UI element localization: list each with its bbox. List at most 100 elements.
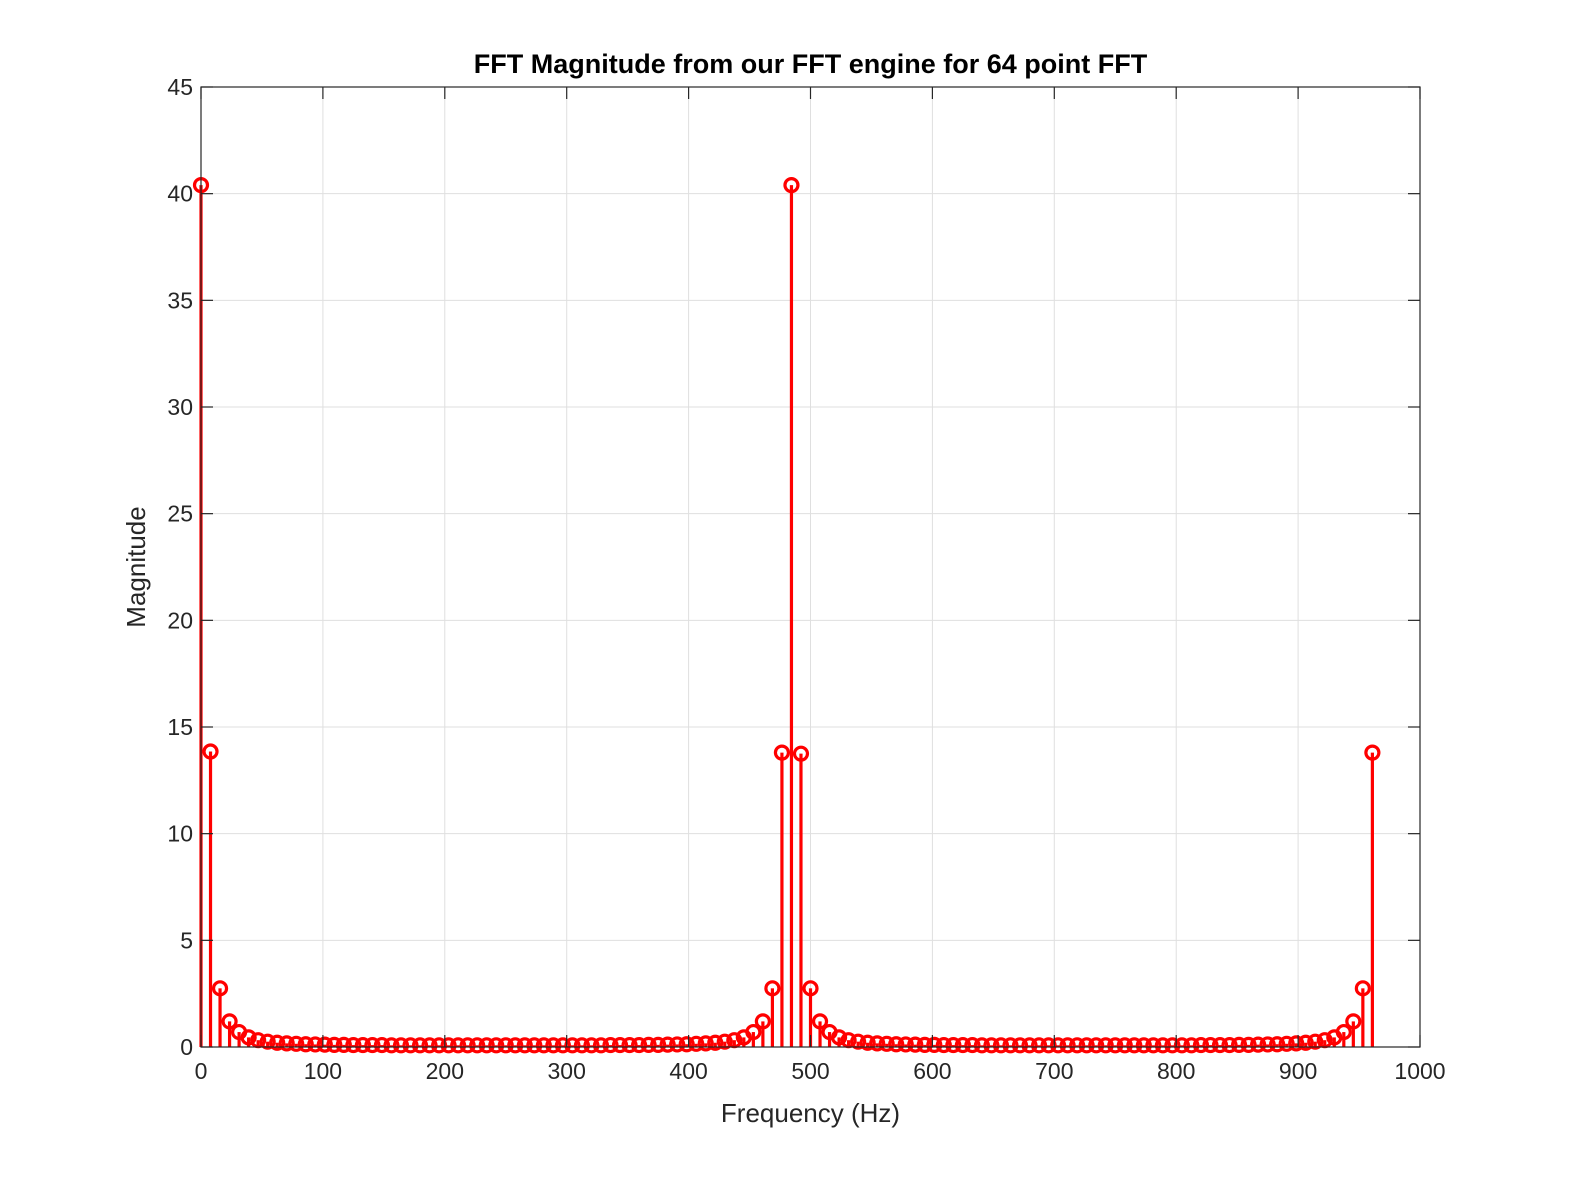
- stem-marker: [1107, 1037, 1124, 1054]
- stem-marker: [507, 1037, 524, 1054]
- y-tick-label: 45: [167, 74, 193, 100]
- stem-marker: [697, 1035, 714, 1052]
- stem-marker: [326, 1036, 343, 1053]
- stem-marker: [278, 1035, 295, 1052]
- stem-marker: [573, 1037, 591, 1054]
- stem-marker: [354, 1036, 371, 1054]
- stem-marker: [221, 1013, 238, 1030]
- stem-marker: [669, 1036, 686, 1053]
- stem-marker: [888, 1036, 905, 1053]
- y-tick-label: 35: [167, 287, 193, 313]
- y-axis-label: Magnitude: [121, 506, 151, 627]
- stem-marker: [1078, 1037, 1095, 1054]
- stem-marker: [1240, 1036, 1257, 1053]
- stem-marker: [526, 1037, 543, 1054]
- stem-marker: [1269, 1036, 1286, 1053]
- x-tick-label: 800: [1157, 1058, 1195, 1084]
- y-tick-label: 40: [167, 181, 193, 207]
- stem-marker: [402, 1037, 419, 1054]
- x-tick-label: 600: [913, 1058, 951, 1084]
- stem-marker: [240, 1029, 257, 1046]
- stem-marker: [1192, 1036, 1210, 1054]
- stem-marker: [1002, 1037, 1019, 1054]
- y-tick-label: 20: [167, 607, 193, 633]
- stem-marker: [678, 1036, 695, 1053]
- stem-marker: [926, 1036, 943, 1053]
- stem-marker: [545, 1037, 562, 1054]
- stem-marker: [973, 1037, 991, 1054]
- stem-marker: [754, 1013, 771, 1030]
- stem-marker: [1221, 1036, 1238, 1054]
- stem-marker: [307, 1036, 324, 1053]
- stem-marker: [1154, 1037, 1171, 1054]
- stem-marker: [592, 1037, 610, 1054]
- x-tick-label: 700: [1035, 1058, 1073, 1084]
- stem-marker: [659, 1036, 676, 1053]
- stem-marker: [783, 177, 800, 194]
- stem-marker: [259, 1033, 276, 1050]
- stem-marker: [554, 1037, 571, 1054]
- stem-marker: [211, 980, 229, 997]
- stem-marker: [488, 1037, 505, 1054]
- stem-marker: [792, 745, 810, 762]
- stem-marker: [688, 1035, 705, 1052]
- stem-marker: [392, 1037, 410, 1054]
- stem-marker: [964, 1036, 981, 1054]
- stem-marker: [707, 1034, 724, 1051]
- stem-marker: [1250, 1036, 1267, 1053]
- stem-marker: [1030, 1037, 1048, 1054]
- stem-marker: [621, 1036, 638, 1054]
- x-tick-label: 500: [791, 1058, 829, 1084]
- stem-marker: [850, 1033, 867, 1050]
- stem-marker: [364, 1036, 381, 1054]
- stem-marker: [773, 744, 791, 761]
- stem-marker: [202, 743, 219, 760]
- stem-marker: [1230, 1036, 1248, 1053]
- stem-marker: [1050, 1037, 1067, 1054]
- x-tick-label: 900: [1279, 1058, 1317, 1084]
- axis-ticks: 0 100 200 300 400 500 600 700 800 900 1000 0 5 10 15 20…: [167, 74, 1445, 1084]
- stem-marker: [859, 1034, 876, 1051]
- stem-marker: [1164, 1037, 1181, 1054]
- stem-marker: [983, 1037, 1000, 1054]
- x-tick-label: 400: [669, 1058, 707, 1084]
- x-tick-label: 200: [426, 1058, 464, 1084]
- stem-marker: [869, 1035, 886, 1052]
- y-tick-label: 10: [167, 821, 193, 847]
- stem-marker: [1069, 1037, 1086, 1054]
- y-tick-label: 15: [167, 714, 193, 740]
- y-tick-label: 0: [180, 1034, 193, 1060]
- stem-marker: [1259, 1036, 1276, 1053]
- stem-marker: [1173, 1037, 1191, 1054]
- stem-marker: [945, 1036, 962, 1054]
- stem-marker: [440, 1037, 457, 1054]
- stem-marker: [1088, 1037, 1105, 1054]
- stem-marker: [1059, 1037, 1076, 1054]
- stem-marker: [1011, 1037, 1029, 1054]
- stem-marker: [878, 1035, 895, 1052]
- stem-marker: [345, 1036, 362, 1054]
- stem-marker: [716, 1033, 733, 1050]
- stem-marker: [802, 980, 819, 997]
- stem-marker: [516, 1037, 533, 1054]
- stem-marker: [269, 1034, 286, 1051]
- x-tick-label: 300: [548, 1058, 586, 1084]
- stem-marker: [288, 1035, 305, 1052]
- stem-marker: [907, 1036, 924, 1053]
- stem-marker: [830, 1029, 848, 1046]
- stem-marker: [992, 1037, 1010, 1054]
- stem-marker: [602, 1036, 619, 1054]
- chart-title: FFT Magnitude from our FFT engine for 64…: [474, 49, 1148, 79]
- stem-marker: [1297, 1034, 1314, 1051]
- stem-marker: [421, 1037, 438, 1054]
- stem-marker: [1145, 1037, 1162, 1054]
- stem-marker: [811, 1013, 829, 1030]
- stem-marker: [1202, 1036, 1219, 1054]
- stem-marker: [1278, 1035, 1295, 1052]
- stem-marker: [335, 1036, 352, 1053]
- stem-marker: [1021, 1037, 1038, 1054]
- stem-marker: [1335, 1023, 1352, 1041]
- stem-marker: [535, 1037, 552, 1054]
- stem-marker: [583, 1037, 600, 1054]
